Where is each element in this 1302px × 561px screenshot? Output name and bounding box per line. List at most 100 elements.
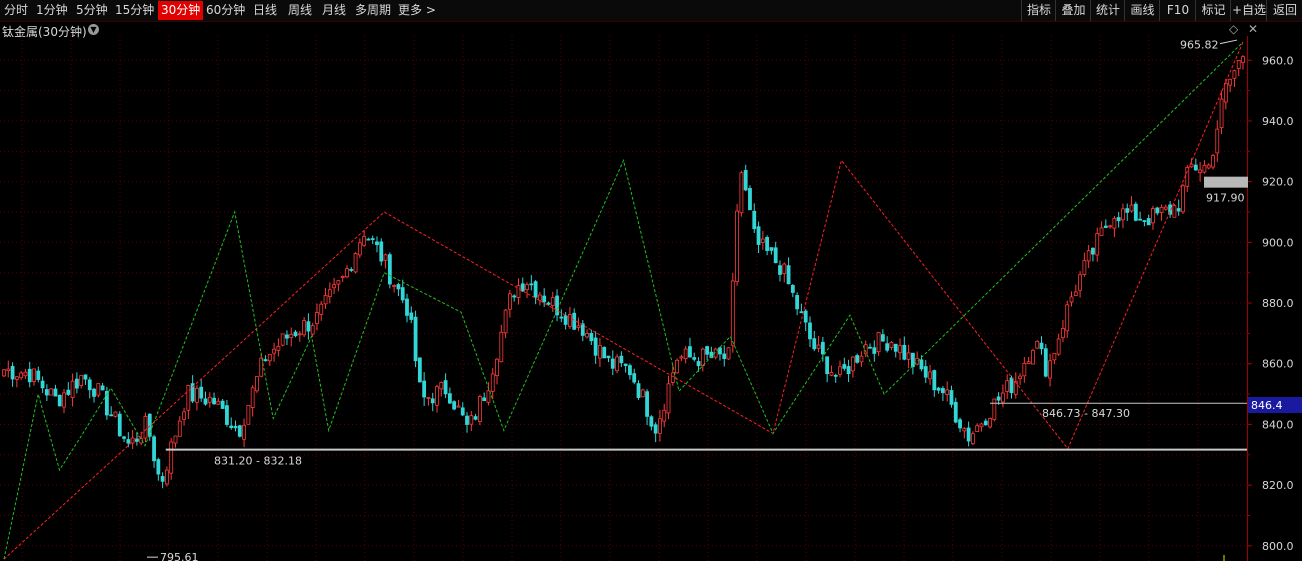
period-tab-0[interactable]: 分时 [4,3,29,17]
candle-body [773,247,778,264]
candle-body [370,238,375,240]
candle-body [1151,208,1155,224]
candle-body [1091,247,1095,255]
candle-body [735,210,740,283]
candle-body [212,397,216,405]
candle-body [829,372,834,376]
candle-body [1031,350,1035,365]
candle-body [1099,227,1104,236]
candle-body [477,396,482,422]
candle-body [928,371,932,380]
candle-body [1086,250,1091,262]
candle-body [537,294,542,301]
candle-body [1181,185,1185,213]
y-tick-label: 940.0 [1262,115,1294,128]
candle-body [233,425,238,429]
candle-body [1026,361,1031,364]
candle-body [160,476,165,482]
candle-body [529,283,534,286]
candle-body [546,302,551,305]
candle-body [315,312,319,325]
candle-body [585,332,589,338]
candle-body [1108,225,1112,228]
period-tab-1[interactable]: 1分钟 [36,3,68,17]
candle-body [242,424,246,440]
candle-body [126,439,131,444]
toolbar-button-0[interactable]: 指标 [1021,0,1056,21]
candle-body [679,356,684,359]
candle-body [971,433,975,445]
candle-body [769,247,774,251]
candle-body [165,469,169,485]
candle-body [790,285,795,293]
candle-body [572,312,577,330]
candle-body [730,280,735,346]
candle-body [915,357,920,365]
diamond-icon[interactable]: ◇ [1229,22,1239,36]
period-tab-8[interactable]: 月线 [322,3,347,17]
period-tab-7[interactable]: 周线 [288,3,313,17]
candle-body [953,401,958,423]
candle-body [919,359,924,370]
gray-marker [1204,176,1248,188]
title-dropdown-icon[interactable]: ▼ [88,24,99,35]
candle-body [1005,380,1010,392]
period-tab-5[interactable]: 60分钟 [206,3,246,17]
candle-body [658,418,662,434]
candle-body [36,370,41,380]
y-tick-label: 900.0 [1262,236,1294,249]
candle-body [709,351,714,359]
candle-body [1241,56,1245,63]
toolbar-button-3[interactable]: 画线 [1124,0,1160,21]
candle-body [259,357,264,377]
candle-body [40,380,45,389]
candle-body [327,289,332,298]
close-icon[interactable]: ✕ [1248,22,1259,36]
candle-body [820,341,825,355]
candle-body [203,398,208,405]
candle-body [465,415,469,425]
candle-body [135,438,139,442]
toolbar-button-1[interactable]: 叠加 [1055,0,1091,21]
period-tab-3[interactable]: 15分钟 [115,3,155,17]
candle-body [752,210,757,230]
toolbar-button-4[interactable]: F10 [1159,0,1196,21]
level1-label: 831.20 - 832.18 [214,455,302,468]
toolbar-button-2[interactable]: 统计 [1090,0,1125,21]
candle-body [580,323,585,336]
candle-body [662,409,667,422]
candle-body [1223,82,1228,103]
candle-body [988,418,992,428]
candlestick-chart[interactable]: 800.0 820.0 840.0 860.0 880.0 900.0 920.0 940.0… [0,36,1302,561]
period-tab-6[interactable]: 日线 [253,3,278,17]
candle-body [456,405,461,408]
period-tab-10[interactable]: 更多 > [398,3,436,17]
candle-body [70,380,75,398]
candle-body [533,281,538,298]
candle-body [255,376,259,392]
candle-body [765,237,770,251]
period-tab-4[interactable]: 30分钟 [158,1,204,20]
candle-body [696,361,701,367]
period-tab-9[interactable]: 多周期 [355,3,392,17]
toolbar-button-5[interactable]: 标记 [1195,0,1231,21]
candle-body [778,265,782,275]
candle-body [1236,60,1241,69]
candle-body [803,310,808,323]
candle-body [786,265,791,285]
candle-body [550,297,555,306]
candle-body [19,372,24,379]
candle-body [1202,164,1207,173]
candle-body [379,241,384,262]
period-tab-2[interactable]: 5分钟 [76,3,108,17]
candle-body [186,385,191,411]
candle-body [846,366,851,375]
candle-body [1176,208,1181,212]
toolbar-button-6[interactable]: +自选 [1230,0,1267,21]
candle-body [632,373,637,383]
y-tick-label: 880.0 [1262,297,1294,310]
toolbar-button-7[interactable]: 返回 [1266,0,1302,21]
candle-body [392,285,397,288]
candle-body [932,370,937,391]
candle-body [507,293,512,310]
